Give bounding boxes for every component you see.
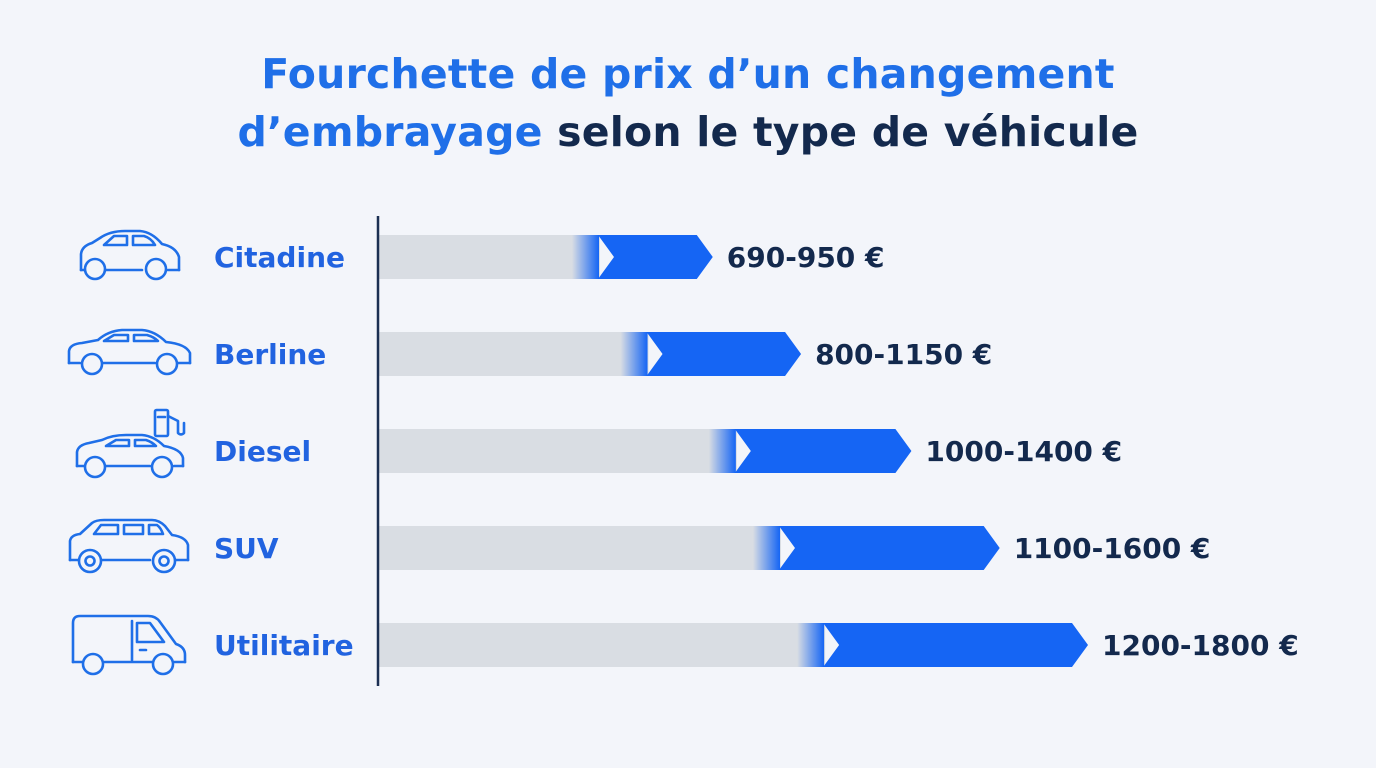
bar-track [378, 235, 600, 279]
bar-fade [572, 235, 599, 279]
chart-title-line-1: Fourchette de prix d’un changement [261, 50, 1115, 98]
chart-title-line-2: d’embrayage selon le type de véhicule [0, 108, 1376, 156]
range-bar [778, 526, 1000, 570]
range-value-label: 1200-1800 € [1102, 629, 1299, 662]
category-label: Utilitaire [214, 629, 354, 662]
bar-fade [620, 332, 648, 376]
sedan-icon [67, 328, 192, 376]
category-label: SUV [214, 532, 279, 565]
van-icon [71, 614, 187, 676]
bar-track [378, 332, 649, 376]
bar-fade [752, 526, 780, 570]
bar-fade [708, 429, 736, 473]
category-label: Diesel [214, 435, 311, 468]
range-bar [734, 429, 912, 473]
bar-track [378, 429, 737, 473]
category-label: Berline [214, 338, 326, 371]
range-value-label: 690-950 € [727, 241, 885, 274]
city-car-icon [79, 229, 181, 281]
category-label: Citadine [214, 241, 345, 274]
bar-track [378, 526, 781, 570]
bar-track [378, 623, 826, 667]
range-bar [823, 623, 1088, 667]
range-value-label: 800-1150 € [815, 338, 992, 371]
chart-title-accent: d’embrayage [237, 108, 543, 156]
bar-fade [797, 623, 825, 667]
range-value-label: 1100-1600 € [1014, 532, 1211, 565]
range-value-label: 1000-1400 € [925, 435, 1122, 468]
diesel-car-icon [75, 408, 186, 479]
suv-icon [68, 518, 190, 574]
range-bar [646, 332, 802, 376]
range-bar [598, 235, 713, 279]
chart-title-rest: selon le type de véhicule [542, 108, 1139, 156]
